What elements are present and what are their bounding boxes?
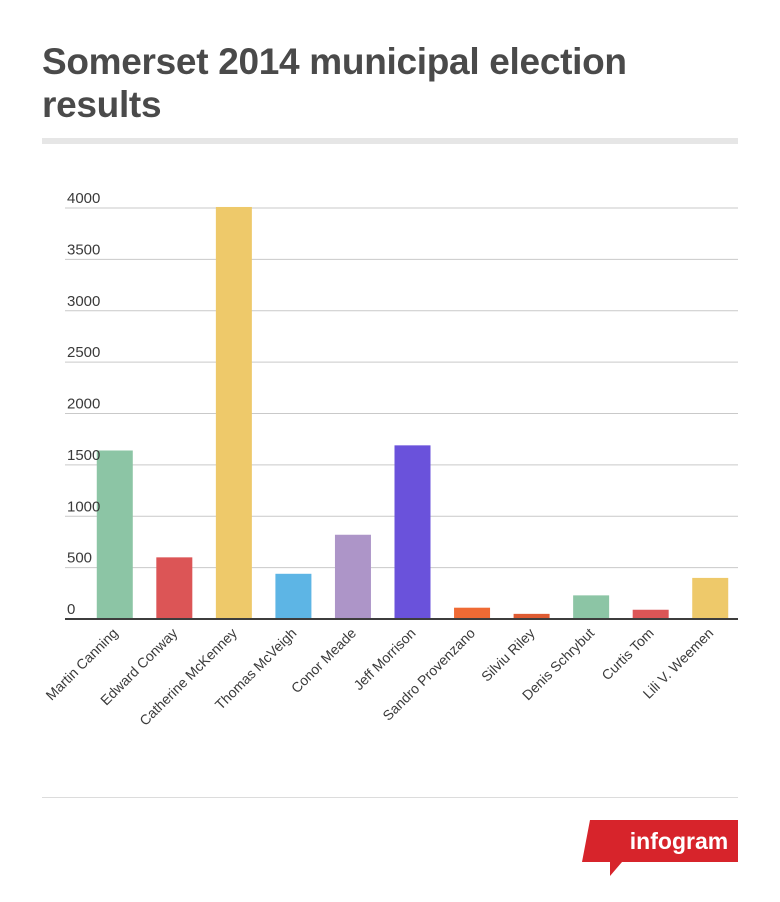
footer-divider: [42, 797, 738, 798]
bar[interactable]: [275, 573, 312, 619]
y-tick-label: 4000: [67, 190, 100, 207]
y-tick-label: 0: [67, 601, 75, 618]
bar[interactable]: [573, 595, 610, 619]
bar-chart: 0 500 1000 1500 2000 2500 3000 3500 4000 Martin …: [42, 190, 738, 729]
y-tick-label: 1000: [67, 498, 100, 515]
y-tick-label: 2500: [67, 344, 100, 361]
bars: [96, 206, 729, 619]
x-category-label: Curtis Tom: [598, 625, 656, 683]
bar[interactable]: [394, 445, 431, 619]
title-divider: [42, 138, 738, 144]
y-tick-label: 2000: [67, 396, 100, 413]
bar[interactable]: [334, 534, 371, 619]
x-category-label: Catherine McKenney: [136, 625, 240, 729]
y-tick-label: 3000: [67, 293, 100, 310]
bar[interactable]: [632, 609, 669, 619]
bar[interactable]: [513, 613, 550, 619]
y-tick-labels: 0 500 1000 1500 2000 2500 3000 3500 4000: [67, 190, 100, 618]
bar[interactable]: [692, 577, 729, 619]
chart-title: Somerset 2014 municipal election results: [42, 41, 627, 125]
y-tick-label: 500: [67, 550, 92, 567]
y-tick-label: 1500: [67, 447, 100, 464]
bar[interactable]: [96, 450, 133, 619]
bar[interactable]: [156, 557, 193, 619]
y-tick-label: 3500: [67, 241, 100, 258]
bar[interactable]: [454, 607, 491, 619]
x-category-label: Silviu Riley: [478, 625, 538, 685]
gridlines: [65, 207, 738, 569]
bar[interactable]: [215, 206, 252, 619]
infogram-logo-text[interactable]: infogram: [629, 828, 729, 854]
infogram-logo[interactable]: [582, 818, 740, 880]
